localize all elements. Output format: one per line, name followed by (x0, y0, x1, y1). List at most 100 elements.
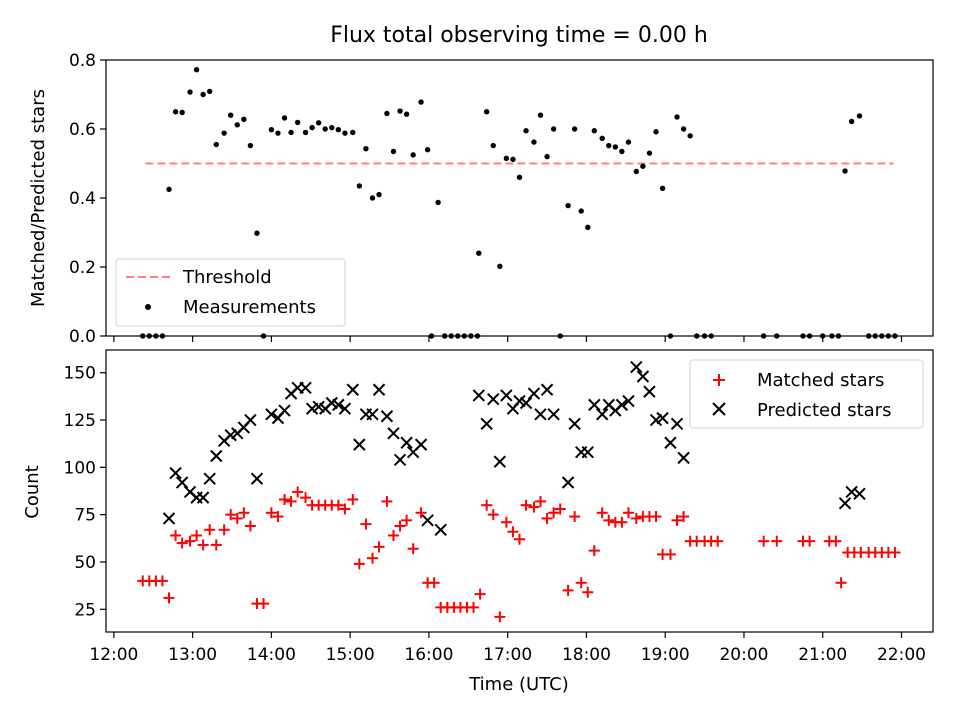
matched-star-point (170, 529, 182, 541)
predicted-star-point (656, 411, 669, 425)
predicted-star-point (664, 436, 677, 449)
predicted-star-point (346, 383, 359, 396)
matched-star-point (428, 577, 440, 589)
measurement-point (510, 156, 516, 163)
measurement-point (565, 202, 571, 209)
matched-star-point (292, 486, 304, 498)
matched-star-point (191, 529, 203, 541)
legend-predicted-label: Predicted stars (757, 400, 891, 421)
x-tick-label: 18:00 (562, 645, 611, 665)
x-tick-label: 15:00 (326, 645, 375, 665)
predicted-star-point (519, 396, 533, 410)
matched-star-point (394, 520, 406, 532)
measurement-point (633, 168, 640, 175)
measurement-point (619, 148, 625, 155)
measurement-point (403, 111, 410, 117)
y-tick-label: 50 (74, 553, 96, 573)
matched-star-point (474, 588, 486, 600)
measurement-point (842, 168, 848, 174)
measurement-point (523, 128, 529, 134)
measurement-point (856, 113, 863, 119)
matched-star-point (415, 507, 427, 519)
matched-star-point (176, 537, 188, 549)
measurement-point (254, 230, 260, 236)
measurement-point (315, 120, 322, 126)
matched-star-point (575, 577, 587, 589)
predicted-star-point (414, 438, 428, 451)
measurement-point (342, 130, 348, 136)
matched-star-point (650, 511, 662, 523)
measurement-point (294, 119, 301, 126)
measurement-point (288, 129, 294, 136)
matched-star-point (184, 535, 196, 547)
measurement-point (302, 129, 309, 136)
count-legend: Matched stars Predicted stars (689, 359, 924, 429)
matched-star-point (156, 575, 168, 587)
measurement-point (550, 126, 557, 132)
measurement-point (384, 110, 390, 117)
measurement-point (390, 148, 397, 155)
y-tick-label: 100 (64, 458, 96, 478)
predicted-star-point (838, 497, 852, 510)
ratio-legend: Threshold Measurements (115, 258, 346, 327)
y-tick-label: 25 (74, 600, 96, 620)
matched-star-point (373, 541, 385, 553)
measurement-point (424, 147, 431, 153)
measurement-point (275, 130, 281, 136)
measurement-point (476, 250, 482, 256)
matched-star-point (562, 584, 574, 596)
measurement-point (578, 208, 584, 214)
matched-star-point (622, 507, 634, 519)
predicted-star-point (250, 472, 264, 485)
matched-star-point (616, 516, 628, 528)
matched-star-point (603, 514, 615, 526)
predicted-star-point (299, 381, 312, 395)
predicted-star-point (595, 408, 609, 421)
predicted-star-point (493, 455, 507, 468)
matched-star-point (265, 507, 277, 519)
measurement-point (544, 153, 550, 160)
x-tick-label: 17:00 (483, 645, 532, 665)
matched-star-point (548, 507, 560, 519)
measurement-point (241, 116, 247, 123)
ratio-plot-area (140, 66, 898, 339)
measurement-point (213, 141, 219, 148)
matched-star-point (528, 501, 540, 513)
x-tick-label: 16:00 (404, 645, 453, 665)
matched-star-point (804, 535, 816, 547)
x-tick-label: 12:00 (89, 645, 138, 665)
matched-star-point (596, 507, 608, 519)
matched-star-point (272, 511, 284, 523)
measurement-point (193, 66, 200, 73)
matched-star-point (520, 499, 532, 511)
matched-star-point (758, 535, 770, 547)
predicted-star-point (534, 408, 547, 421)
measurement-point (483, 109, 490, 115)
predicted-star-point (581, 445, 594, 459)
measurement-point (200, 91, 206, 98)
matched-star-point (588, 545, 600, 557)
measurement-point (659, 185, 666, 192)
matched-star-point (678, 511, 690, 523)
y-tick-label: 0.2 (69, 258, 96, 278)
predicted-star-point (175, 476, 189, 489)
measurement-point (612, 144, 619, 150)
y-tick-label: 150 (64, 364, 96, 384)
matched-star-point (387, 529, 399, 541)
matched-star-point (381, 495, 393, 507)
predicted-star-point (196, 491, 210, 504)
x-axis-label: Time (UTC) (468, 674, 569, 695)
measurement-point (397, 108, 403, 114)
measurement-point (497, 263, 503, 270)
measurement-point (376, 191, 382, 198)
measurement-point (187, 89, 193, 95)
matched-star-point (204, 524, 216, 536)
matched-star-point (218, 524, 230, 536)
measurement-point (309, 124, 315, 131)
predicted-star-point (393, 453, 407, 466)
measurement-point (646, 150, 653, 156)
predicted-star-point (380, 410, 394, 423)
matched-star-point (712, 535, 724, 547)
matched-star-point (332, 499, 344, 511)
measurement-point (322, 126, 328, 132)
